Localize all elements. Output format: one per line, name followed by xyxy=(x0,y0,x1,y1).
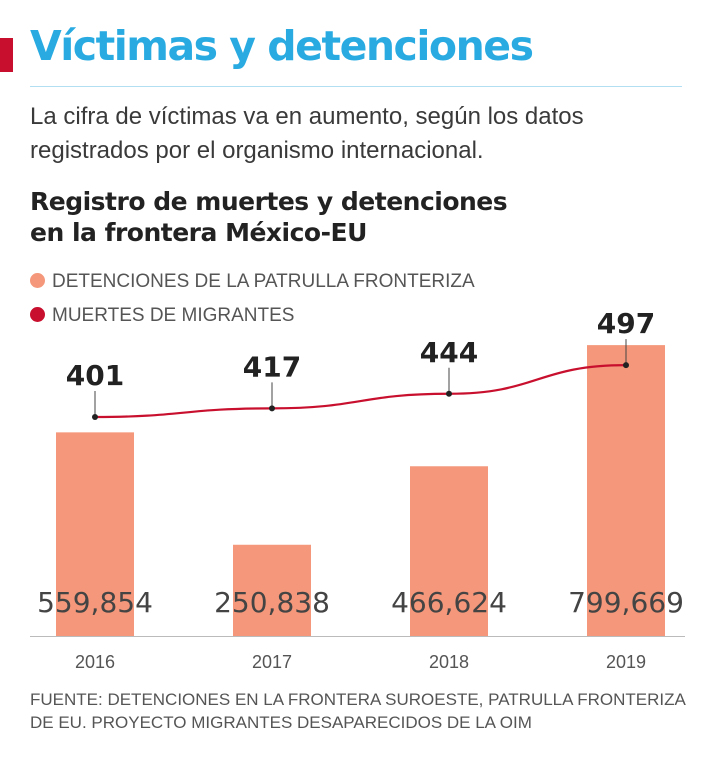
legend-label-deaths: MUERTES DE MIGRANTES xyxy=(52,305,295,326)
x-tick-label: 2017 xyxy=(252,652,292,672)
deaths-value-label: 417 xyxy=(243,350,301,383)
deaths-point-2016 xyxy=(92,414,98,420)
legend-item-deaths: MUERTES DE MIGRANTES xyxy=(30,305,670,327)
deaths-point-2019 xyxy=(623,362,629,369)
legend-item-detentions: DETENCIONES DE LA PATRULLA FRONTERIZA xyxy=(30,271,670,293)
subtitle: La cifra de víctimas va en aumento, segú… xyxy=(30,103,584,164)
chart-title-line-2: en la frontera México-EU xyxy=(30,218,367,247)
legend-swatch-deaths xyxy=(30,307,45,322)
chart-title: Registro de muertes y detenciones en la … xyxy=(30,186,670,248)
deaths-value-label: 497 xyxy=(597,307,655,340)
x-tick-label: 2019 xyxy=(606,652,646,672)
page-title: Víctimas y detenciones xyxy=(30,22,534,70)
x-tick-label: 2016 xyxy=(75,652,115,672)
deaths-line xyxy=(94,364,627,419)
bar-value-label: 559,854 xyxy=(37,586,153,619)
bar-value-label: 799,669 xyxy=(568,586,684,619)
title-divider xyxy=(30,86,682,87)
bar-value-label: 466,624 xyxy=(391,586,507,619)
accent-bar xyxy=(0,38,13,72)
legend-label-detentions: DETENCIONES DE LA PATRULLA FRONTERIZA xyxy=(52,271,475,292)
deaths-value-label: 401 xyxy=(66,359,124,392)
x-tick-label: 2018 xyxy=(429,652,469,672)
deaths-point-2017 xyxy=(269,405,275,412)
bar-2016 xyxy=(56,432,134,636)
source-note: FUENTE: DETENCIONES EN LA FRONTERA SUROE… xyxy=(30,690,685,732)
deaths-point-2018 xyxy=(446,390,452,397)
bar-value-label: 250,838 xyxy=(214,586,330,619)
deaths-value-label: 444 xyxy=(420,336,478,369)
bar-2019 xyxy=(587,345,665,636)
bar-2017 xyxy=(233,544,311,636)
bar-2018 xyxy=(410,466,488,636)
legend-swatch-detentions xyxy=(30,273,45,288)
chart-title-line-1: Registro de muertes y detenciones xyxy=(30,187,508,216)
